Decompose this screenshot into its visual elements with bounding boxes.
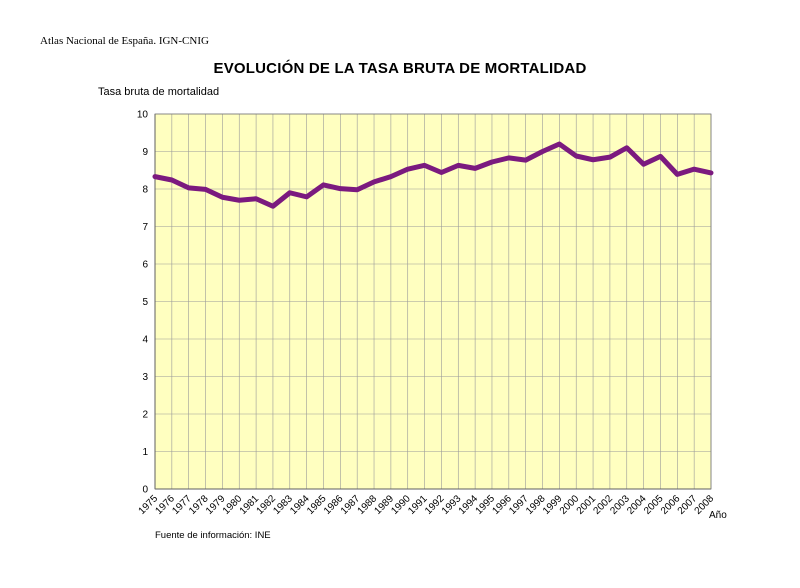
y-axis-label: Tasa bruta de mortalidad (98, 86, 220, 98)
data-source: Fuente de información: INE (155, 530, 271, 541)
grid-lines (154, 113, 712, 490)
atlas-header: Atlas Nacional de España. IGN-CNIG (40, 35, 209, 47)
y-tick-label: 5 (142, 297, 148, 308)
x-axis-label: Año (709, 510, 727, 521)
y-tick-label: 6 (142, 260, 148, 271)
y-tick-label: 3 (142, 372, 148, 383)
y-tick-label: 1 (142, 447, 148, 458)
y-tick-label: 2 (142, 410, 148, 421)
x-tick-labels: 1975197619771978197919801981198219831984… (137, 493, 717, 517)
mortality-rate-line (152, 141, 714, 209)
y-tick-label: 8 (142, 185, 148, 196)
y-tick-label: 7 (142, 222, 148, 233)
y-tick-label: 4 (142, 335, 148, 346)
y-tick-label: 0 (142, 485, 148, 496)
y-tick-label: 9 (142, 147, 148, 158)
y-tick-labels: 0 1 2 3 4 5 6 7 8 9 10 (137, 110, 149, 496)
y-tick-label: 10 (137, 110, 149, 121)
plot-border (154, 113, 712, 490)
chart-title: EVOLUCIÓN DE LA TASA BRUTA DE MORTALIDAD (213, 60, 587, 77)
